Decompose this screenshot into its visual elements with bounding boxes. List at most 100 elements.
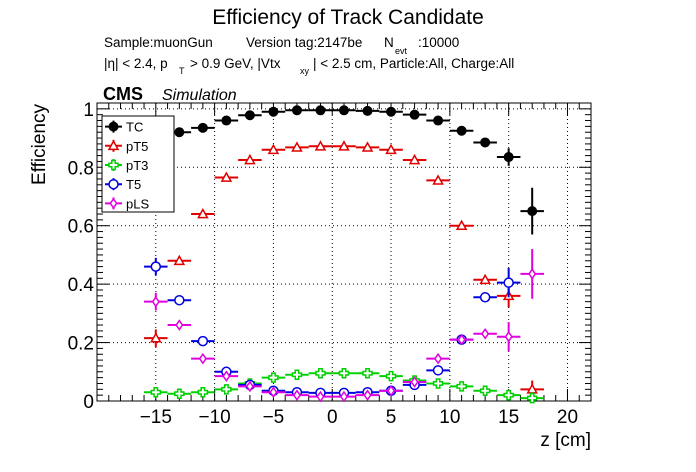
data-point: [449, 333, 474, 346]
point-marker: [174, 388, 185, 399]
point-marker: [291, 141, 303, 152]
point-marker: [527, 206, 538, 217]
data-point: [167, 294, 192, 306]
data-point: [449, 381, 474, 392]
point-marker: [197, 207, 209, 219]
point-marker: [363, 389, 372, 401]
point-marker: [479, 385, 491, 397]
data-point: [473, 292, 497, 303]
data-point: [144, 257, 168, 276]
data-point: [379, 106, 403, 117]
subtitle-cut-vtx-sub: xy: [300, 66, 310, 76]
data-point: [191, 352, 215, 365]
data-point: [191, 207, 215, 219]
data-point: [285, 141, 309, 152]
point-marker: [244, 110, 255, 121]
data-point: [261, 106, 286, 117]
data-point: [167, 254, 192, 266]
point-marker: [455, 219, 468, 231]
data-point: [332, 105, 356, 116]
data-point: [426, 352, 450, 365]
data-point: [144, 329, 168, 347]
point-marker: [175, 319, 184, 331]
data-point: [261, 372, 286, 383]
point-marker: [314, 140, 327, 151]
point-marker: [221, 384, 232, 395]
point-marker: [269, 386, 278, 399]
point-marker: [291, 105, 302, 116]
legend-entry: TC: [105, 120, 143, 135]
data-point: [426, 115, 450, 126]
point-marker: [150, 332, 162, 343]
data-point: [191, 386, 215, 398]
point-marker: [220, 171, 233, 182]
data-point: [285, 369, 309, 380]
point-marker: [480, 137, 491, 148]
series-tc: [167, 105, 544, 235]
legend-label: pT5: [126, 139, 148, 154]
data-point: [285, 105, 309, 116]
data-point: [167, 319, 192, 331]
legend-label: pT3: [126, 158, 148, 173]
point-marker: [222, 370, 231, 382]
data-point: [473, 137, 497, 148]
point-marker: [409, 109, 420, 120]
point-marker: [385, 143, 397, 155]
data-point: [449, 125, 474, 136]
y-tick-label: 0: [83, 392, 94, 413]
point-marker: [315, 105, 326, 116]
x-tick-label: 0: [327, 407, 338, 428]
point-marker: [221, 115, 232, 126]
point-marker: [504, 330, 513, 343]
data-point: [473, 327, 497, 340]
point-marker: [361, 141, 374, 152]
data-point: [238, 110, 262, 121]
point-marker: [432, 174, 444, 185]
point-marker: [339, 390, 349, 403]
data-point: [308, 367, 333, 379]
data-point: [355, 367, 380, 379]
legend-entry: T5: [105, 177, 141, 192]
point-marker: [150, 386, 162, 398]
data-point: [496, 322, 521, 352]
data-point: [214, 115, 239, 126]
subtitle-cut-pt-sub: T: [179, 66, 185, 76]
data-point: [496, 389, 521, 401]
y-tick-label: 0.8: [68, 158, 94, 179]
point-marker: [197, 122, 208, 133]
data-point: [238, 380, 262, 393]
point-marker: [268, 106, 279, 117]
point-marker: [433, 115, 444, 126]
point-marker: [173, 254, 186, 266]
x-axis-label: z [cm]: [540, 430, 591, 451]
subtitle-sample: Sample:muonGun: [104, 35, 213, 50]
data-point: [332, 367, 356, 379]
data-point: [308, 140, 333, 151]
y-tick-label: 0.2: [68, 334, 94, 355]
legend-entry: pLS: [105, 196, 149, 211]
series-pt5: [144, 140, 544, 399]
data-point: [144, 386, 168, 398]
data-point: [473, 385, 497, 397]
data-point: [191, 122, 215, 133]
legend-marker: [108, 178, 119, 190]
point-marker: [408, 153, 421, 165]
x-tick-label: 20: [557, 407, 578, 428]
point-marker: [316, 390, 325, 403]
data-point: [308, 105, 333, 116]
point-marker: [338, 367, 350, 379]
point-marker: [362, 105, 373, 116]
legend-label: TC: [126, 120, 143, 135]
subtitle-version: Version tag:2147be: [246, 35, 362, 50]
point-marker: [503, 389, 514, 401]
data-point: [167, 388, 192, 399]
x-tick-label: 5: [386, 407, 397, 428]
subtitle-nevt-label: N: [384, 35, 394, 50]
point-marker: [198, 352, 207, 365]
x-tick-label: −10: [199, 407, 231, 428]
data-point: [379, 384, 403, 397]
point-marker: [292, 389, 302, 401]
point-marker: [386, 384, 396, 397]
y-tick-label: 0.6: [68, 217, 94, 238]
